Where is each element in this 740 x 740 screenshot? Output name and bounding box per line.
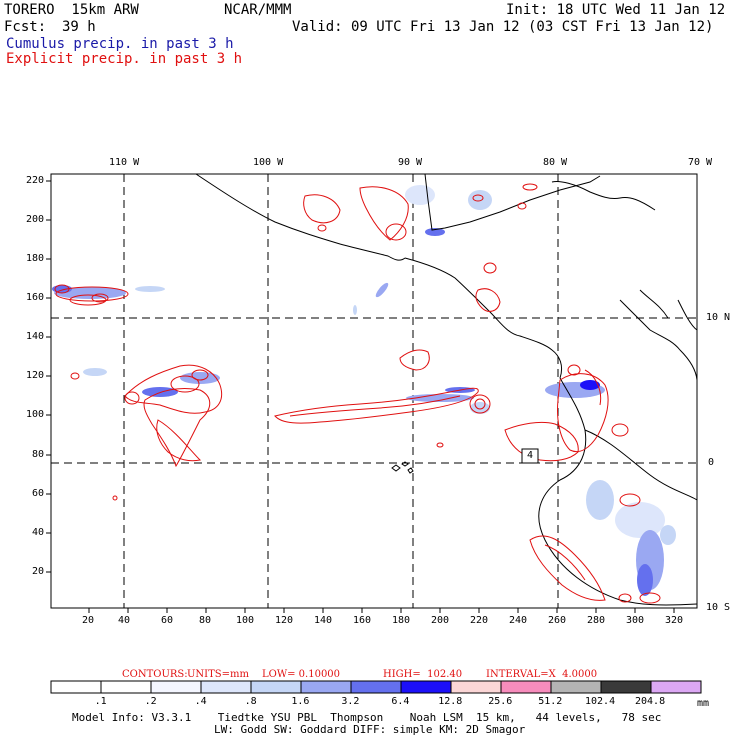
x-tick-180: 180 [392, 615, 411, 626]
x-tick-160: 160 [353, 615, 372, 626]
explicit-title: Explicit precip. in past 3 h [6, 51, 243, 67]
y-tick-160: 160 [26, 292, 45, 303]
y-tick-180: 180 [26, 253, 45, 264]
contours-high: HIGH= 102.40 [383, 669, 463, 680]
lon-label-70w: 70 W [688, 157, 713, 168]
x-tick-300: 300 [626, 615, 645, 626]
lat-label-10s: 10 S [706, 602, 731, 613]
forecast-hour: 39 h [62, 19, 96, 35]
y-tick-220: 220 [26, 175, 45, 186]
lon-label-90w: 90 W [398, 157, 423, 168]
lat-label-10n: 10 N [706, 312, 731, 323]
cumulus-precip-shading [52, 185, 676, 596]
colorbar-unit: mm [697, 698, 710, 709]
colorbar-level-label: 1.6 [291, 696, 310, 707]
colorbar-level-label: 51.2 [538, 696, 563, 707]
lon-label-80w: 80 W [543, 157, 568, 168]
forecast-label: Fcst: [4, 19, 47, 35]
colorbar-level-label: .4 [194, 696, 207, 707]
x-tick-120: 120 [275, 615, 294, 626]
colorbar-level-label: 204.8 [635, 696, 666, 707]
y-tick-140: 140 [26, 331, 45, 342]
valid-time: Valid: 09 UTC Fri 13 Jan 12 (03 CST Fri … [292, 19, 714, 35]
colorbar-level-label: 12.8 [438, 696, 463, 707]
contour-label: 4 [527, 450, 534, 461]
x-tick-140: 140 [314, 615, 333, 626]
x-tick-320: 320 [665, 615, 684, 626]
contours-title: CONTOURS: [122, 669, 188, 680]
colorbar-level-label: 102.4 [585, 696, 616, 707]
colorbar-level-label: .8 [244, 696, 257, 707]
model-name: TORERO 15km ARW [4, 2, 139, 18]
y-tick-60: 60 [32, 488, 45, 499]
y-tick-200: 200 [26, 214, 45, 225]
lon-label-110w: 110 W [109, 157, 140, 168]
coastlines [195, 173, 698, 606]
x-tick-60: 60 [161, 615, 174, 626]
explicit-precip-contours [54, 183, 661, 604]
colorbar-level-label: .2 [144, 696, 157, 707]
lat-label-0: 0 [708, 457, 715, 468]
y-tick-100: 100 [26, 409, 45, 420]
x-tick-260: 260 [548, 615, 567, 626]
bottom-tick-marks [88, 608, 675, 613]
y-tick-120: 120 [26, 370, 45, 381]
y-tick-20: 20 [32, 566, 45, 577]
colorbar-level-label: 3.2 [341, 696, 360, 707]
colorbar-level-label: 25.6 [488, 696, 513, 707]
x-tick-80: 80 [199, 615, 212, 626]
lon-label-100w: 100 W [253, 157, 284, 168]
colorbar-level-label: .1 [94, 696, 107, 707]
left-tick-marks [46, 180, 51, 573]
x-tick-200: 200 [431, 615, 450, 626]
map-frame [50, 173, 698, 609]
cumulus-title: Cumulus precip. in past 3 h [6, 36, 234, 52]
contours-units: UNITS=mm [187, 669, 249, 680]
x-tick-220: 220 [470, 615, 489, 626]
physics-info: LW: Godd SW: Goddard DIFF: simple KM: 2D… [214, 723, 526, 736]
graticule [51, 174, 697, 608]
x-tick-240: 240 [509, 615, 528, 626]
model-info: Model Info: V3.3.1 Tiedtke YSU PBL Thomp… [72, 711, 662, 724]
organization: NCAR/MMM [224, 2, 292, 18]
x-tick-100: 100 [236, 615, 255, 626]
y-tick-80: 80 [32, 449, 45, 460]
x-tick-20: 20 [82, 615, 95, 626]
colorbar-level-label: 6.4 [391, 696, 410, 707]
y-tick-40: 40 [32, 527, 45, 538]
init-time: Init: 18 UTC Wed 11 Jan 12 [506, 2, 726, 18]
x-tick-40: 40 [118, 615, 131, 626]
contours-interval: INTERVAL=X 4.0000 [486, 669, 598, 680]
contours-low: LOW= 0.10000 [262, 669, 341, 680]
x-tick-280: 280 [587, 615, 606, 626]
contour-label-box [521, 448, 539, 464]
